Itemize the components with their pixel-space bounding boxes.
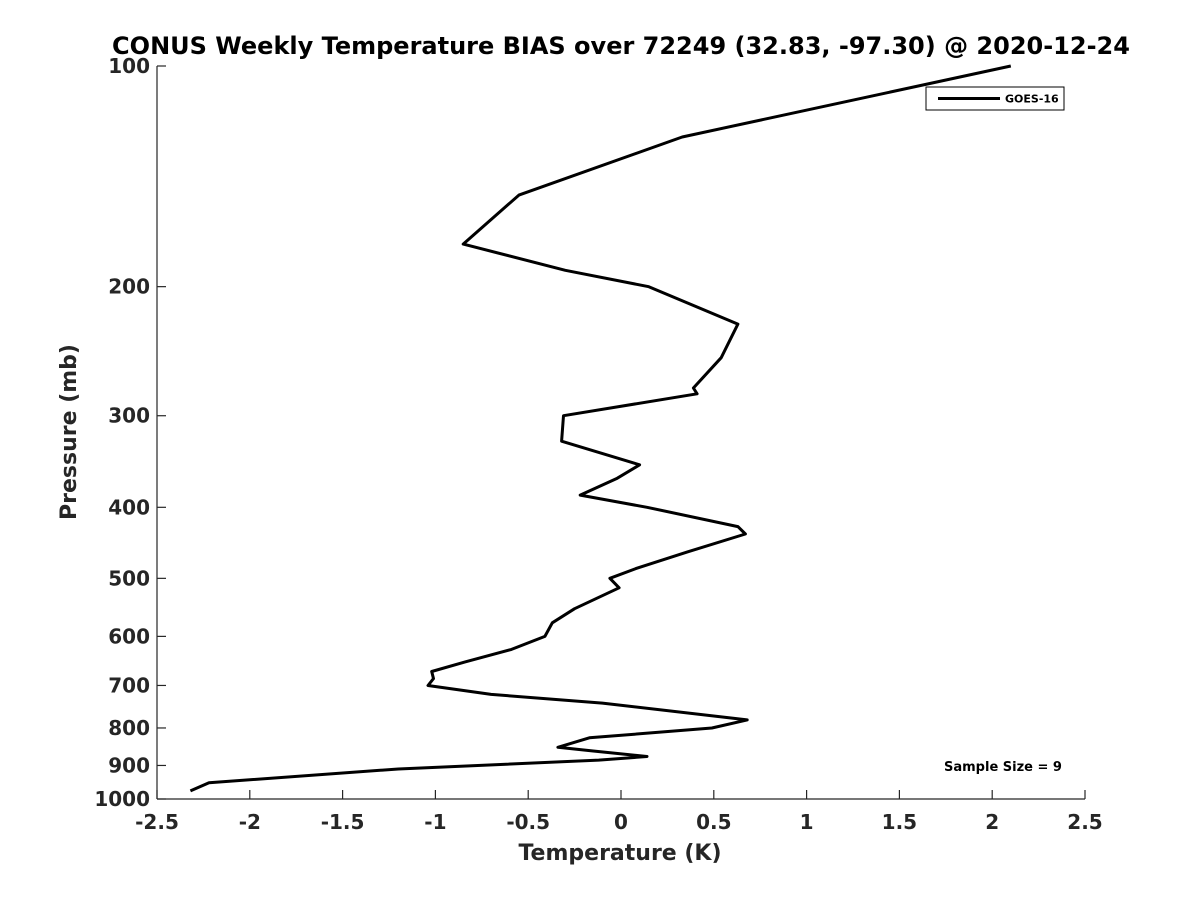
y-tick-label: 100	[108, 54, 150, 78]
y-axis-ticks: 100 200 300 400 500 600 700 800 900 1000	[94, 54, 166, 811]
y-axis-label: Pressure (mb)	[57, 344, 82, 520]
y-tick-label: 900	[108, 753, 150, 777]
x-tick-label: 2	[985, 810, 999, 834]
y-tick-label: 800	[108, 716, 150, 740]
x-tick-label: 0	[614, 810, 628, 834]
y-tick-label: 700	[108, 673, 150, 697]
x-axis-label: Temperature (K)	[518, 841, 721, 866]
series-line-goes-16	[189, 64, 1012, 793]
x-tick-label: -2.5	[135, 810, 179, 834]
x-tick-label: -2	[239, 810, 261, 834]
chart-title: CONUS Weekly Temperature BIAS over 72249…	[112, 32, 1130, 60]
sample-size-annotation: Sample Size = 9	[944, 760, 1062, 775]
x-tick-label: -1.5	[321, 810, 365, 834]
x-tick-label: 0.5	[696, 810, 731, 834]
y-tick-label: 600	[108, 624, 150, 648]
x-axis-ticks: -2.5 -2 -1.5 -1 -0.5 0 0.5 1 1.5 2 2.5	[135, 790, 1103, 834]
x-tick-label: -1	[424, 810, 446, 834]
y-tick-label: 300	[108, 404, 150, 428]
x-tick-label: -0.5	[506, 810, 550, 834]
y-tick-label: 400	[108, 495, 150, 519]
legend-entry-goes-16: GOES-16	[1005, 93, 1059, 106]
x-tick-label: 2.5	[1067, 810, 1102, 834]
x-tick-label: 1.5	[882, 810, 917, 834]
y-tick-label: 500	[108, 566, 150, 590]
legend: GOES-16	[925, 86, 1065, 111]
series-layer	[189, 64, 1012, 793]
y-tick-label: 200	[108, 275, 150, 299]
x-tick-label: 1	[800, 810, 814, 834]
y-tick-label: 1000	[94, 787, 150, 811]
